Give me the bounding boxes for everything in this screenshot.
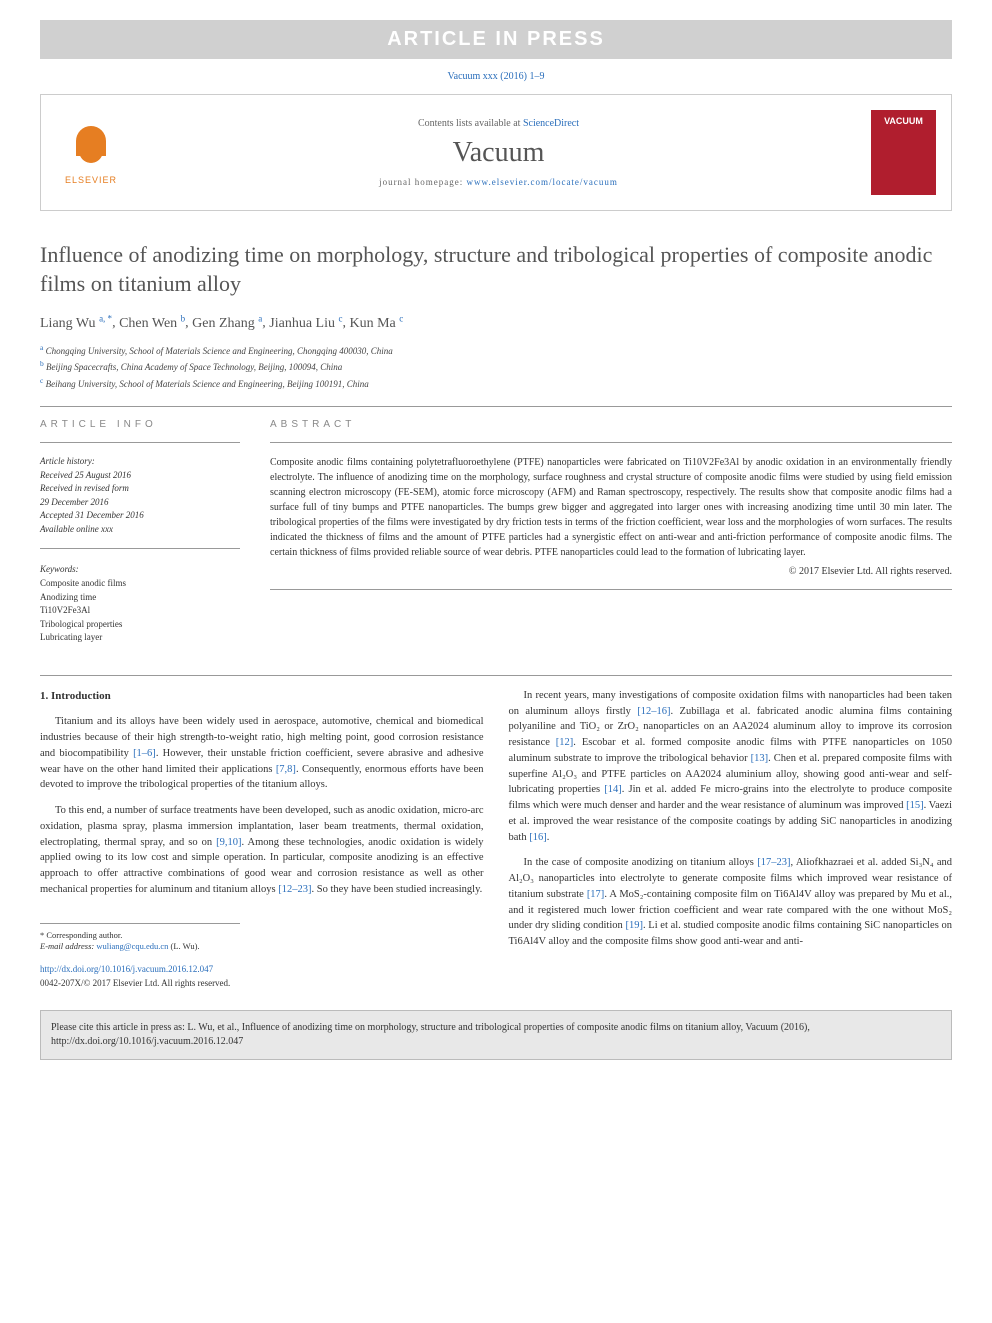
- header-center: Contents lists available at ScienceDirec…: [126, 118, 871, 187]
- divider: [270, 589, 952, 590]
- right-column: In recent years, many investigations of …: [509, 688, 953, 991]
- divider: [40, 675, 952, 676]
- author: Jianhua Liu c: [269, 316, 342, 331]
- history-label: Article history:: [40, 455, 240, 469]
- contents-prefix: Contents lists available at: [418, 118, 523, 129]
- corresponding-email-line: E-mail address: wuliang@cqu.edu.cn (L. W…: [40, 941, 240, 953]
- reference-link[interactable]: [15]: [906, 800, 924, 811]
- sciencedirect-link[interactable]: ScienceDirect: [523, 118, 579, 129]
- info-abstract-row: ARTICLE INFO Article history: Received 2…: [40, 419, 952, 645]
- history-revised-date: 29 December 2016: [40, 496, 240, 510]
- abstract-heading: ABSTRACT: [270, 419, 952, 430]
- article-info-column: ARTICLE INFO Article history: Received 2…: [40, 419, 240, 645]
- keyword: Composite anodic films: [40, 577, 240, 591]
- author: Kun Ma c: [349, 316, 403, 331]
- history-online: Available online xxx: [40, 523, 240, 537]
- homepage-link[interactable]: www.elsevier.com/locate/vacuum: [467, 177, 618, 187]
- keyword: Lubricating layer: [40, 631, 240, 645]
- reference-link[interactable]: [16]: [529, 832, 547, 843]
- corresponding-name: (L. Wu).: [171, 941, 200, 951]
- paragraph-2: To this end, a number of surface treatme…: [40, 803, 484, 898]
- affiliation: b Beijing Spacecrafts, China Academy of …: [40, 358, 952, 375]
- reference-link[interactable]: [12–16]: [637, 706, 670, 717]
- corresponding-email-link[interactable]: wuliang@cqu.edu.cn: [96, 941, 168, 951]
- paragraph-1: Titanium and its alloys have been widely…: [40, 714, 484, 793]
- divider: [40, 442, 240, 443]
- reference-link[interactable]: [1–6]: [133, 748, 156, 759]
- reference-link[interactable]: [12–23]: [278, 884, 311, 895]
- homepage-line: journal homepage: www.elsevier.com/locat…: [126, 177, 871, 187]
- reference-link[interactable]: [13]: [751, 753, 769, 764]
- reference-link[interactable]: [14]: [604, 784, 622, 795]
- abstract-column: ABSTRACT Composite anodic films containi…: [270, 419, 952, 645]
- elsevier-tree-icon: [66, 121, 116, 171]
- section-1-heading: 1. Introduction: [40, 688, 484, 705]
- paragraph-3: In recent years, many investigations of …: [509, 688, 953, 846]
- reference-link[interactable]: [7,8]: [276, 764, 296, 775]
- article-in-press-banner: ARTICLE IN PRESS: [40, 20, 952, 59]
- history-revised: Received in revised form: [40, 482, 240, 496]
- article-title: Influence of anodizing time on morpholog…: [40, 241, 952, 298]
- abstract-text: Composite anodic films containing polyte…: [270, 455, 952, 560]
- left-column: 1. Introduction Titanium and its alloys …: [40, 688, 484, 991]
- keyword: Ti10V2Fe3Al: [40, 604, 240, 618]
- authors-list: Liang Wu a, *, Chen Wen b, Gen Zhang a, …: [40, 313, 952, 332]
- abstract-copyright: © 2017 Elsevier Ltd. All rights reserved…: [270, 566, 952, 577]
- journal-header-box: ELSEVIER Contents lists available at Sci…: [40, 94, 952, 211]
- contents-line: Contents lists available at ScienceDirec…: [126, 118, 871, 129]
- affiliation: c Beihang University, School of Material…: [40, 375, 952, 392]
- affiliation: a Chongqing University, School of Materi…: [40, 342, 952, 359]
- article-info-heading: ARTICLE INFO: [40, 419, 240, 430]
- homepage-prefix: journal homepage:: [379, 177, 466, 187]
- article-history: Article history: Received 25 August 2016…: [40, 455, 240, 536]
- corresponding-label: * Corresponding author.: [40, 930, 240, 942]
- reference-link[interactable]: [17]: [587, 889, 605, 900]
- history-received: Received 25 August 2016: [40, 469, 240, 483]
- reference-link[interactable]: [12]: [556, 737, 574, 748]
- journal-name: Vacuum: [126, 137, 871, 169]
- divider: [40, 406, 952, 407]
- author: Liang Wu a, *: [40, 316, 112, 331]
- publisher-label: ELSEVIER: [65, 175, 117, 185]
- affiliations-list: a Chongqing University, School of Materi…: [40, 342, 952, 392]
- author: Chen Wen b: [119, 316, 185, 331]
- paragraph-4: In the case of composite anodizing on ti…: [509, 855, 953, 950]
- keywords-list: Composite anodic filmsAnodizing timeTi10…: [40, 577, 240, 645]
- body-columns: 1. Introduction Titanium and its alloys …: [40, 688, 952, 991]
- cite-this-article-box: Please cite this article in press as: L.…: [40, 1010, 952, 1060]
- author: Gen Zhang a: [192, 316, 262, 331]
- keyword: Tribological properties: [40, 618, 240, 632]
- issn-copyright: 0042-207X/© 2017 Elsevier Ltd. All right…: [40, 977, 484, 991]
- keyword: Anodizing time: [40, 591, 240, 605]
- history-accepted: Accepted 31 December 2016: [40, 509, 240, 523]
- doi-link[interactable]: http://dx.doi.org/10.1016/j.vacuum.2016.…: [40, 963, 484, 977]
- reference-link[interactable]: [9,10]: [216, 837, 241, 848]
- corresponding-author-block: * Corresponding author. E-mail address: …: [40, 923, 240, 954]
- email-label: E-mail address:: [40, 941, 94, 951]
- reference-link[interactable]: [17–23]: [757, 857, 790, 868]
- elsevier-logo: ELSEVIER: [56, 113, 126, 193]
- divider: [270, 442, 952, 443]
- keywords-label: Keywords:: [40, 564, 240, 574]
- journal-cover-thumbnail: VACUUM: [871, 110, 936, 195]
- citation-header: Vacuum xxx (2016) 1–9: [40, 71, 952, 82]
- divider: [40, 548, 240, 549]
- reference-link[interactable]: [19]: [625, 920, 643, 931]
